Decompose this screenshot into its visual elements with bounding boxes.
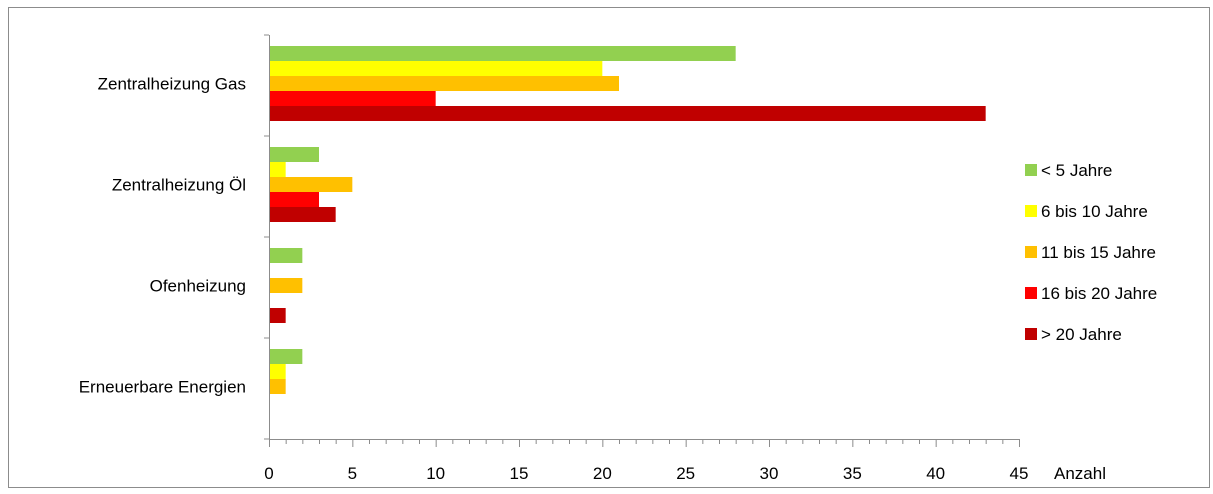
legend-label-4: > 20 Jahre bbox=[1041, 325, 1122, 344]
category-label-2: Ofenheizung bbox=[150, 277, 246, 296]
bar-1-3 bbox=[269, 192, 319, 207]
x-tick-label-0: 0 bbox=[264, 464, 273, 483]
bar-2-4 bbox=[269, 308, 286, 323]
legend-label-1: 6 bis 10 Jahre bbox=[1041, 202, 1148, 221]
bar-1-0 bbox=[269, 147, 319, 162]
bar-0-3 bbox=[269, 91, 436, 106]
x-axis-label: Anzahl bbox=[1054, 464, 1106, 483]
category-label-0: Zentralheizung Gas bbox=[98, 75, 246, 94]
x-tick-label-3: 15 bbox=[510, 464, 529, 483]
x-tick-label-5: 25 bbox=[676, 464, 695, 483]
category-label-1: Zentralheizung Öl bbox=[112, 176, 246, 195]
legend-label-2: 11 bis 15 Jahre bbox=[1041, 243, 1156, 262]
bar-0-0 bbox=[269, 46, 736, 61]
x-tick-label-2: 10 bbox=[426, 464, 445, 483]
category-label-3: Erneuerbare Energien bbox=[79, 378, 246, 397]
bar-3-0 bbox=[269, 349, 303, 364]
bar-1-4 bbox=[269, 207, 336, 222]
x-tick-label-4: 20 bbox=[593, 464, 612, 483]
legend-swatch-4 bbox=[1025, 328, 1037, 340]
legend: < 5 Jahre 6 bis 10 Jahre 11 bis 15 Jahre 16… bbox=[1025, 161, 1157, 344]
x-tick-label-6: 30 bbox=[760, 464, 779, 483]
legend-label-0: < 5 Jahre bbox=[1041, 161, 1112, 180]
bar-0-1 bbox=[269, 61, 603, 76]
bar-1-2 bbox=[269, 177, 353, 192]
legend-swatch-1 bbox=[1025, 205, 1037, 217]
bars-group bbox=[269, 46, 986, 394]
legend-label-3: 16 bis 20 Jahre bbox=[1041, 284, 1157, 303]
legend-swatch-0 bbox=[1025, 164, 1037, 176]
chart-border bbox=[8, 7, 1210, 488]
bar-3-1 bbox=[269, 364, 286, 379]
x-tick-label-8: 40 bbox=[926, 464, 945, 483]
x-tick-label-9: 45 bbox=[1010, 464, 1029, 483]
bar-2-0 bbox=[269, 248, 303, 263]
bar-0-2 bbox=[269, 76, 619, 91]
legend-swatch-3 bbox=[1025, 287, 1037, 299]
bar-1-1 bbox=[269, 162, 286, 177]
x-tick-label-7: 35 bbox=[843, 464, 862, 483]
bar-2-2 bbox=[269, 278, 303, 293]
category-labels: Zentralheizung Gas Zentralheizung Öl Ofenh… bbox=[79, 75, 246, 397]
x-tick-label-1: 5 bbox=[348, 464, 357, 483]
bar-0-4 bbox=[269, 106, 986, 121]
legend-swatch-2 bbox=[1025, 246, 1037, 258]
bar-3-2 bbox=[269, 379, 286, 394]
axis-group: 0 5 10 15 20 25 30 35 40 45 bbox=[264, 34, 1029, 483]
